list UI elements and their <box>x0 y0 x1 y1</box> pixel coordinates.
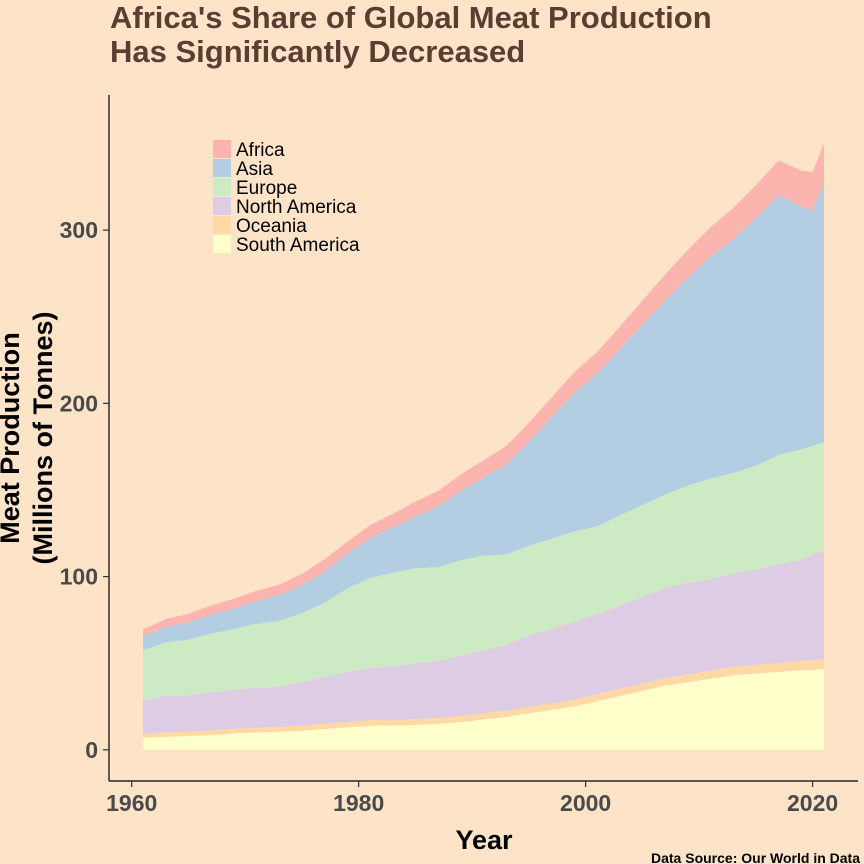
legend-label-africa: Africa <box>236 140 285 161</box>
legend-label-asia: Asia <box>236 159 273 180</box>
y-tick-label: 300 <box>60 217 98 243</box>
y-tick-label: 100 <box>60 564 98 590</box>
x-axis-label: Year <box>455 825 513 855</box>
legend-swatch-south-america <box>213 235 231 253</box>
x-tick-label: 1960 <box>106 790 157 816</box>
legend-swatch-europe <box>213 178 231 196</box>
area-south-america <box>143 668 824 750</box>
y-tick-label: 0 <box>85 737 98 763</box>
y-axis-ticks: 0 100 200 300 <box>60 217 109 763</box>
legend-label-europe: Europe <box>236 178 297 199</box>
x-axis-ticks: 1960 1980 2000 2020 <box>106 781 838 816</box>
legend-swatch-africa <box>213 140 231 158</box>
chart-title-line-1: Africa's Share of Global Meat Production <box>110 0 712 35</box>
y-tick-label: 200 <box>60 390 98 416</box>
legend-swatch-oceania <box>213 216 231 234</box>
legend-swatch-north-america <box>213 197 231 215</box>
x-tick-label: 1980 <box>333 790 384 816</box>
area-oceania <box>143 658 824 738</box>
x-tick-label: 2020 <box>787 790 838 816</box>
area-africa <box>143 143 824 637</box>
legend-label-north-america: North America <box>236 197 357 218</box>
area-north-america <box>143 551 824 734</box>
y-axis-label-line-2: (Millions of Tonnes) <box>28 312 58 565</box>
area-asia <box>143 182 824 651</box>
legend-swatch-asia <box>213 159 231 177</box>
x-tick-label: 2000 <box>560 790 611 816</box>
legend-label-south-america: South America <box>236 235 360 256</box>
legend-label-oceania: Oceania <box>236 216 307 237</box>
y-axis-label-line-1: Meat Production <box>0 332 25 544</box>
area-europe <box>143 442 824 701</box>
chart-title-line-2: Has Significantly Decreased <box>110 34 526 69</box>
data-source-note: Data Source: Our World in Data <box>651 850 860 864</box>
area-layers <box>143 143 824 750</box>
